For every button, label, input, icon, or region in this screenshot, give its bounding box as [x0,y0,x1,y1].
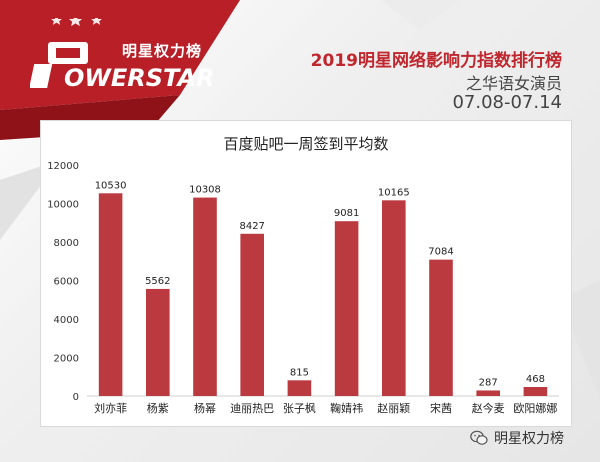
page-subtitle: 之华语女演员 [465,74,562,93]
wechat-account: 明星权力榜 [470,428,564,448]
x-tick-label-7: 赵丽颖 [377,401,410,415]
bar-6 [334,221,359,396]
data-label-5: 815 [290,367,309,378]
bar-2 [146,288,170,396]
data-label-4: 8427 [239,221,264,232]
bar-10 [523,386,548,396]
data-label-6: 9081 [334,208,359,219]
x-tick-label-2: 杨紫 [147,401,169,415]
y-tick-label: 2000 [54,354,79,365]
data-label-8: 7084 [428,247,453,258]
logo-chinese-text: 明星权力榜 [122,42,203,60]
chart-title: 百度贴吧一周签到平均数 [223,135,388,153]
x-tick-label-4: 迪丽热巴 [230,402,274,415]
y-tick-label: 8000 [54,238,79,249]
x-tick-label-9: 赵今麦 [472,401,505,415]
bar-9 [476,390,500,396]
bar-8 [429,259,453,396]
data-label-9: 287 [479,377,498,388]
chart-card: 百度贴吧一周签到平均数 0 2000 4000 6000 8000 10000 12000 10… [40,120,572,427]
wechat-account-name: 明星权力榜 [494,431,564,447]
y-tick-label: 12000 [47,161,79,172]
date-range: 07.08-07.14 [452,92,562,113]
data-label-1: 10530 [95,180,127,191]
powerstar-logo: 明星权力榜 OWERSTAR [30,18,215,92]
y-tick-label: 0 [73,392,79,403]
logo-graphic [30,18,102,88]
x-tick-label-10: 欧阳娜娜 [513,401,557,415]
bar-7 [382,200,406,396]
x-tick-label-8: 宋茜 [430,401,452,415]
x-tick-label-6: 鞠婧祎 [330,401,363,415]
data-label-2: 5562 [145,276,170,287]
bar-4 [240,233,264,396]
bar-1 [98,193,123,396]
bar-5 [287,380,312,396]
x-tick-label-3: 杨幂 [194,401,216,415]
y-tick-label: 6000 [54,277,79,288]
y-tick-label: 10000 [47,200,79,211]
page-title: 2019明星网络影响力指数排行榜 [310,51,562,71]
data-label-10: 468 [526,374,545,385]
data-label-7: 10165 [378,187,410,198]
x-tick-label-1: 刘亦菲 [94,401,127,415]
x-tick-label-5: 张子枫 [283,401,316,415]
y-tick-label: 4000 [54,315,79,326]
logo-english-text: OWERSTAR [64,64,215,92]
data-label-3: 10308 [189,185,221,196]
wechat-icon [470,430,488,445]
bar-3 [193,197,217,396]
bar-chart: 百度贴吧一周签到平均数 0 2000 4000 6000 8000 10000 12000 10… [47,135,559,415]
